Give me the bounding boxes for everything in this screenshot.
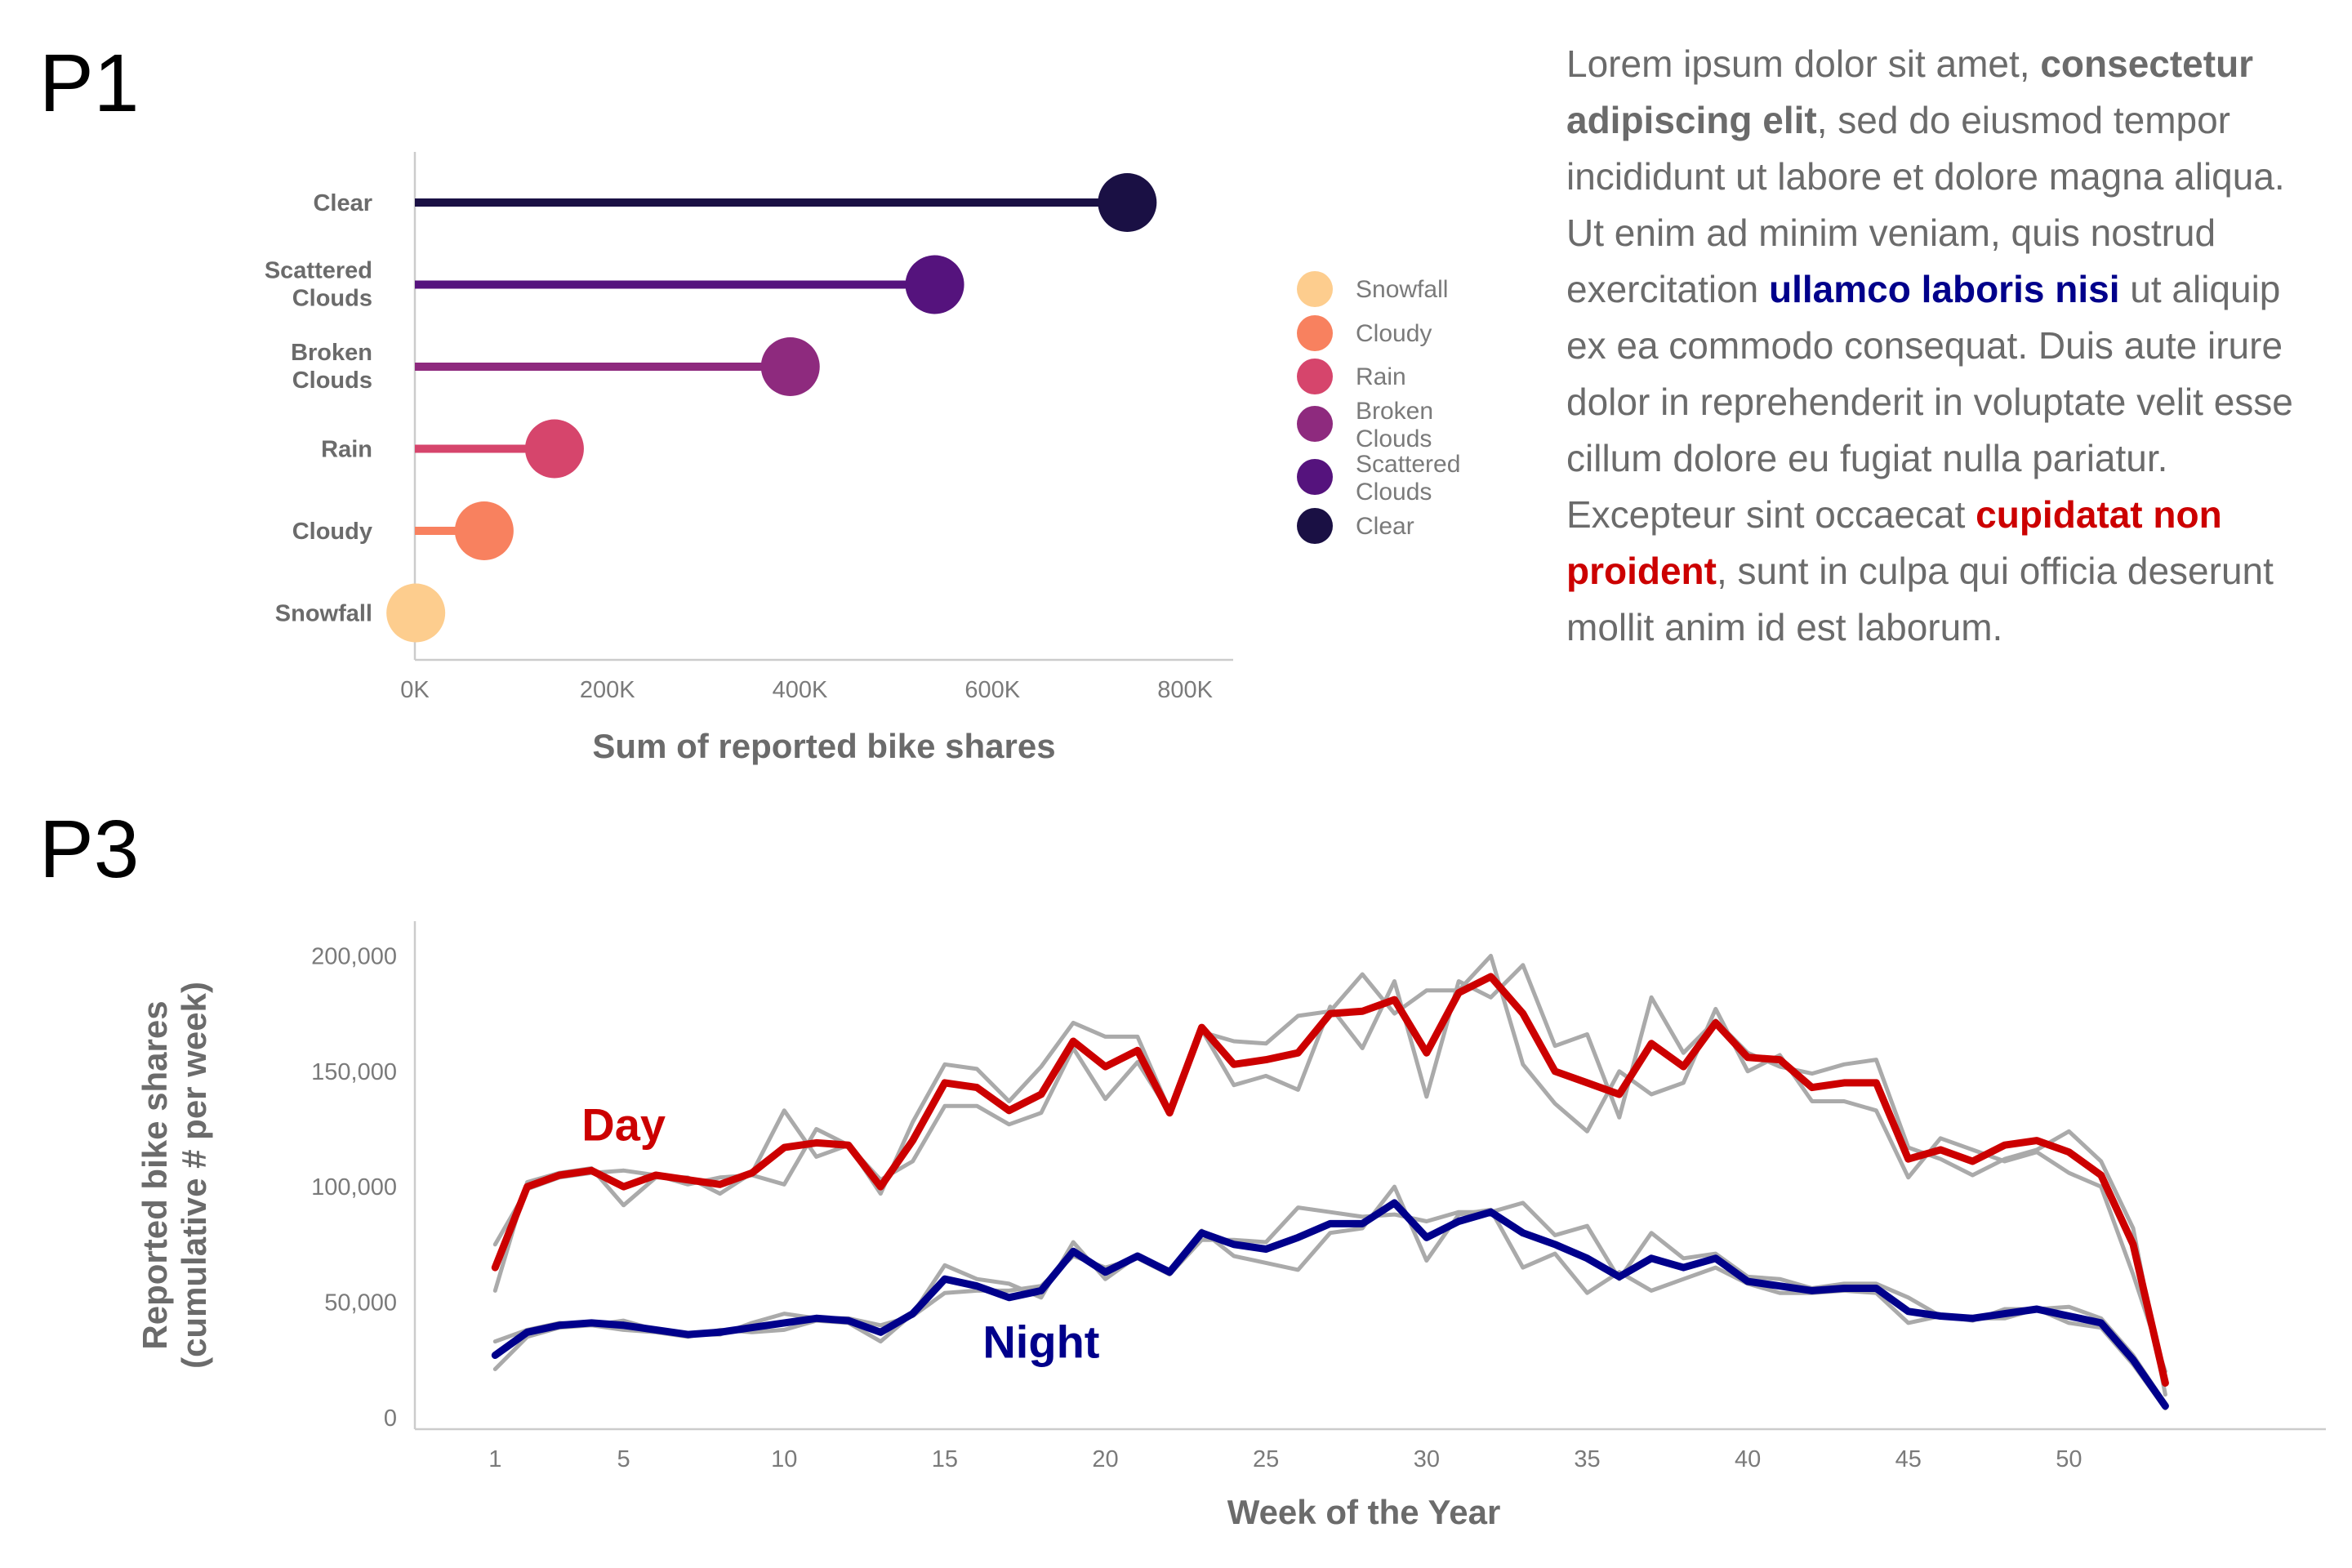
- category-label: Cloudy: [292, 519, 372, 545]
- y-tick-label: 200,000: [311, 943, 397, 969]
- legend-label: Broken Clouds: [1356, 398, 1433, 452]
- x-axis-title: Sum of reported bike shares: [592, 727, 1055, 765]
- x-tick-label: 800K: [1157, 677, 1213, 703]
- x-tick-label: 45: [1895, 1446, 1922, 1472]
- reference-line: [492, 1200, 2167, 1406]
- category-label-line: Scattered: [265, 258, 372, 284]
- x-tick-label: 30: [1414, 1446, 1440, 1472]
- series-line-day: [491, 973, 2169, 1387]
- x-tick-label: 20: [1092, 1446, 1118, 1472]
- lorem-bold-red: cupidatat non proident: [1566, 493, 2222, 592]
- lollipop-dot-scattered-clouds: [905, 255, 964, 314]
- lorem-text-3: ut aliquip ex ea commodo consequat. Duis…: [1566, 268, 2293, 536]
- legend-label: Clear: [1356, 513, 1414, 540]
- category-label: Snowfall: [275, 601, 372, 627]
- lorem-text-1: Lorem ipsum dolor sit amet,: [1566, 42, 2041, 85]
- lorem-bold-blue: ullamco laboris nisi: [1769, 268, 2120, 310]
- x-tick-label: 200K: [580, 677, 635, 703]
- legend-swatch-broken-clouds: [1297, 406, 1333, 442]
- legend-label: Cloudy: [1356, 320, 1432, 347]
- panel-label-p3: P3: [39, 804, 140, 895]
- x-tick-label: 25: [1253, 1446, 1279, 1472]
- legend-swatch-rain: [1297, 359, 1333, 394]
- y-axis-title: Reported bike shares(cumulative # per we…: [136, 982, 213, 1369]
- legend-label: Rain: [1356, 363, 1406, 390]
- lorem-text-2: , sed do eiusmod tempor incididunt ut la…: [1566, 99, 2285, 310]
- legend-label-line: Broken: [1356, 398, 1433, 425]
- legend-label-line: Clouds: [1356, 479, 1432, 506]
- category-label: Scattered Clouds: [265, 258, 372, 312]
- y-tick-label: 100,000: [311, 1174, 397, 1200]
- x-tick-label: 40: [1735, 1446, 1761, 1472]
- category-label-line: Clouds: [292, 368, 372, 394]
- legend-label-line: Clouds: [1356, 425, 1432, 452]
- lollipop-dot-rain: [524, 419, 584, 479]
- y-axis-title-line: Reported bike shares: [136, 1000, 174, 1349]
- x-tick-label: 400K: [773, 677, 828, 703]
- category-label: Rain: [321, 437, 372, 463]
- legend-label: Scattered Clouds: [1356, 451, 1460, 506]
- category-label-line: Broken: [291, 340, 372, 366]
- y-axis-title-line: (cumulative # per week): [175, 982, 213, 1369]
- y-tick-label: 50,000: [324, 1290, 397, 1316]
- reference-line: [492, 1184, 2167, 1411]
- lorem-text-block: Lorem ipsum dolor sit amet, consectetur …: [1566, 36, 2301, 656]
- reference-line: [492, 963, 2167, 1397]
- category-label: Clear: [313, 190, 372, 216]
- legend-swatch-scattered-clouds: [1297, 459, 1333, 495]
- x-tick-label: 15: [932, 1446, 958, 1472]
- x-tick-label: 5: [617, 1446, 630, 1472]
- legend-label: Snowfall: [1356, 276, 1448, 303]
- series-line-night: [491, 1199, 2169, 1410]
- legend-label-line: Scattered: [1356, 451, 1460, 478]
- panel-label-p1: P1: [39, 38, 140, 129]
- y-tick-label: 150,000: [311, 1059, 397, 1085]
- legend-swatch-clear: [1297, 508, 1333, 544]
- lorem-text-4: , sunt in culpa qui officia deserunt mol…: [1566, 550, 2274, 648]
- x-tick-label: 35: [1574, 1446, 1600, 1472]
- annotation-day: Day: [581, 1099, 666, 1151]
- lollipop-dot-clear: [1098, 173, 1157, 232]
- x-axis-title: Week of the Year: [1227, 1493, 1501, 1531]
- lollipop-dot-broken-clouds: [760, 337, 820, 396]
- x-tick-label: 10: [771, 1446, 797, 1472]
- category-label: Broken Clouds: [291, 340, 372, 394]
- legend-swatch-cloudy: [1297, 315, 1333, 351]
- annotation-night: Night: [982, 1316, 1099, 1367]
- legend-swatch-snowfall: [1297, 271, 1333, 307]
- lorem-bold-gray: consectetur adipiscing elit: [1566, 42, 2254, 141]
- lollipop-dot-cloudy: [454, 501, 514, 560]
- x-tick-label: 50: [2056, 1446, 2082, 1472]
- y-tick-label: 0: [384, 1405, 397, 1432]
- x-tick-label: 1: [488, 1446, 501, 1472]
- x-tick-label: 600K: [964, 677, 1020, 703]
- category-label-line: Clouds: [292, 286, 372, 312]
- x-tick-label: 0K: [400, 677, 430, 703]
- lollipop-dot-snowfall: [386, 583, 446, 643]
